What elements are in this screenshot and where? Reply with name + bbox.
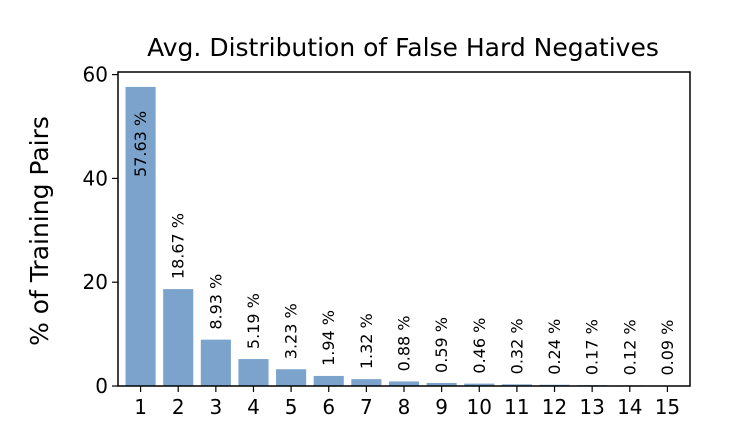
x-tick-label-11: 11 bbox=[504, 395, 529, 419]
bar-7 bbox=[351, 379, 382, 386]
bar-10 bbox=[464, 383, 495, 386]
data-label-9: 0.59 % bbox=[432, 317, 451, 373]
y-tick-label-0: 0 bbox=[95, 374, 108, 398]
data-label-5: 3.23 % bbox=[282, 303, 301, 359]
plot-frame bbox=[117, 71, 691, 387]
y-tick-label-60: 60 bbox=[83, 63, 108, 87]
data-label-13: 0.17 % bbox=[583, 319, 602, 375]
y-axis: 0 20 40 60 bbox=[83, 63, 118, 398]
bar-labels-group: 57.63 % 18.67 % 8.93 % 5.19 % 3.23 % 1.94 % 1.… bbox=[131, 111, 677, 376]
bar-9 bbox=[426, 382, 457, 386]
bars-group bbox=[125, 86, 683, 386]
x-tick-label-6: 6 bbox=[322, 395, 335, 419]
bar-11 bbox=[501, 384, 532, 386]
x-tick-label-1: 1 bbox=[134, 395, 147, 419]
data-label-3: 8.93 % bbox=[206, 274, 225, 330]
bar-3 bbox=[200, 339, 231, 386]
bar-5 bbox=[276, 369, 307, 386]
x-tick-label-13: 13 bbox=[579, 395, 604, 419]
bar-1 bbox=[125, 86, 156, 386]
data-label-6: 1.94 % bbox=[319, 310, 338, 366]
bar-6 bbox=[313, 375, 344, 386]
x-tick-label-8: 8 bbox=[398, 395, 411, 419]
x-tick-label-10: 10 bbox=[467, 395, 492, 419]
x-axis: 1 2 3 4 5 6 7 8 9 10 11 12 13 14 15 bbox=[134, 386, 680, 419]
data-label-4: 5.19 % bbox=[244, 293, 263, 349]
bar-4 bbox=[238, 359, 269, 386]
x-tick-label-9: 9 bbox=[435, 395, 448, 419]
chart-title: Avg. Distribution of False Hard Negative… bbox=[147, 33, 659, 62]
x-tick-label-7: 7 bbox=[360, 395, 373, 419]
data-label-14: 0.12 % bbox=[620, 319, 639, 375]
data-label-8: 0.88 % bbox=[395, 316, 414, 372]
data-label-12: 0.24 % bbox=[545, 319, 564, 375]
x-tick-label-15: 15 bbox=[655, 395, 680, 419]
data-label-1: 57.63 % bbox=[131, 111, 150, 177]
data-label-10: 0.46 % bbox=[470, 318, 489, 374]
x-tick-label-4: 4 bbox=[247, 395, 260, 419]
x-tick-label-12: 12 bbox=[542, 395, 567, 419]
bar-2 bbox=[163, 289, 194, 386]
y-axis-label: % of Training Pairs bbox=[25, 116, 54, 346]
data-label-11: 0.32 % bbox=[507, 318, 526, 374]
y-tick-label-20: 20 bbox=[83, 270, 108, 294]
y-tick-label-40: 40 bbox=[83, 166, 108, 190]
bar-8 bbox=[388, 381, 420, 386]
data-label-2: 18.67 % bbox=[169, 213, 188, 279]
data-label-15: 0.09 % bbox=[658, 320, 677, 376]
x-tick-label-3: 3 bbox=[209, 395, 222, 419]
x-tick-label-2: 2 bbox=[172, 395, 185, 419]
x-tick-label-5: 5 bbox=[285, 395, 298, 419]
data-label-7: 1.32 % bbox=[357, 313, 376, 369]
x-tick-label-14: 14 bbox=[617, 395, 642, 419]
